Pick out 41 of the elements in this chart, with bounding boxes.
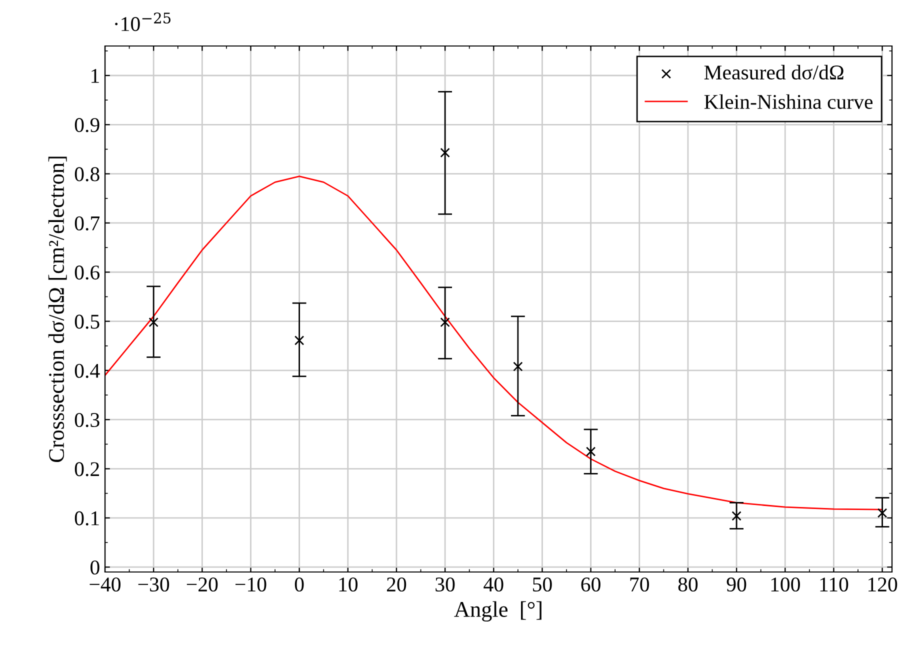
- y-tick-label: 0.4: [74, 364, 100, 378]
- point: [148, 317, 158, 328]
- x-tick-label: −20: [186, 577, 218, 592]
- y-tick-label: 0.1: [74, 511, 99, 526]
- point: [440, 317, 450, 328]
- x-tick-label: 80: [678, 577, 698, 592]
- y-tick-label: 0.5: [74, 314, 100, 329]
- x-tick-label: 30: [436, 577, 455, 592]
- point: [732, 511, 742, 521]
- x-tick-label: −10: [235, 577, 266, 592]
- y-tick-label: 0: [90, 560, 100, 575]
- x-tick-label: 60: [581, 577, 600, 592]
- x-tick-label: 0: [294, 577, 304, 592]
- x-tick-label: 110: [820, 577, 848, 592]
- y-tick-label: 0.2: [74, 462, 99, 476]
- x-tick-label: 20: [386, 577, 406, 592]
- y-tick-label: 0.6: [74, 266, 100, 280]
- legend-label: Klein-Nishina curve: [704, 94, 873, 109]
- y-tick-label: 0.7: [74, 216, 100, 230]
- point: [440, 148, 450, 158]
- y-axis-title: Crosssection dσ/dΩ [cm²/electron]: [48, 156, 67, 462]
- y-tick-label: 1: [92, 68, 99, 83]
- y-tick-label: 0.8: [74, 167, 100, 182]
- x-tick-label: 40: [484, 577, 504, 592]
- point: [513, 362, 523, 372]
- y-tick-label: 0.3: [74, 412, 100, 428]
- x-tick-label: −30: [138, 577, 170, 592]
- x-tick-label: 10: [339, 577, 358, 592]
- legend-label: Measured dσ/dΩ: [704, 64, 844, 80]
- line-series: [105, 176, 883, 510]
- point: [586, 446, 596, 456]
- x-tick-label: 90: [726, 577, 746, 592]
- x-tick-label: 100: [771, 577, 800, 592]
- x-tick-label: 50: [533, 577, 552, 592]
- y-tick-label: 0.9: [74, 118, 100, 132]
- x-tick-label: −40: [90, 577, 120, 592]
- text: ·10$^{−25}$: [115, 12, 170, 32]
- x-tick-label: 70: [630, 577, 650, 592]
- x-axis-title: Angle [°]: [454, 601, 542, 622]
- point: [294, 336, 304, 346]
- x-tick-label: 120: [868, 577, 898, 592]
